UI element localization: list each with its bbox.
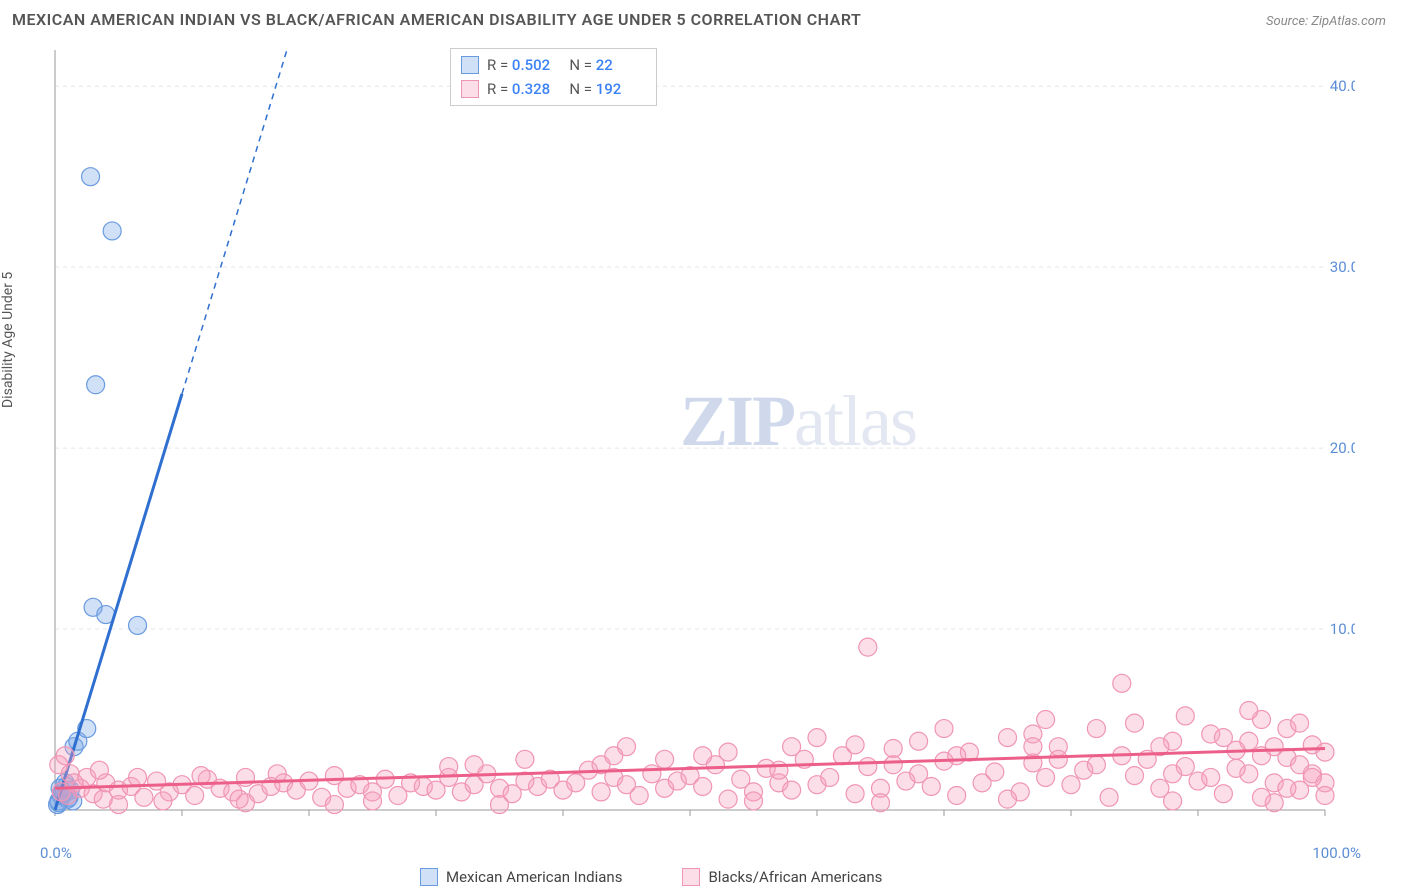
legend-label: Mexican American Indians: [446, 868, 622, 886]
source-attribution: Source: ZipAtlas.com: [1266, 14, 1386, 29]
chart-area: 10.0% 20.0% 30.0% 40.0%: [45, 40, 1355, 830]
x-tick-0: 0.0%: [40, 844, 72, 862]
legend-label: Blacks/African Americans: [708, 868, 882, 886]
legend-swatch: [682, 868, 700, 886]
chart-title: MEXICAN AMERICAN INDIAN VS BLACK/AFRICAN…: [12, 10, 861, 29]
legend-row: R = 0.328 N = 192: [461, 77, 646, 101]
scatter-chart: 10.0% 20.0% 30.0% 40.0%: [45, 40, 1355, 830]
legend-item: Mexican American Indians: [420, 868, 622, 886]
correlation-legend: R = 0.502 N = 22R = 0.328 N = 192: [450, 48, 657, 106]
y-axis-label: Disability Age Under 5: [0, 272, 16, 408]
svg-text:10.0%: 10.0%: [1330, 620, 1355, 638]
legend-row: R = 0.502 N = 22: [461, 53, 646, 77]
legend-swatch: [461, 56, 479, 74]
svg-text:20.0%: 20.0%: [1330, 439, 1355, 457]
legend-item: Blacks/African Americans: [682, 868, 882, 886]
svg-text:40.0%: 40.0%: [1330, 77, 1355, 95]
x-tick-100: 100.0%: [1312, 844, 1361, 862]
svg-text:30.0%: 30.0%: [1330, 258, 1355, 276]
series-legend: Mexican American Indians Blacks/African A…: [420, 868, 882, 886]
legend-swatch: [420, 868, 438, 886]
legend-swatch: [461, 80, 479, 98]
